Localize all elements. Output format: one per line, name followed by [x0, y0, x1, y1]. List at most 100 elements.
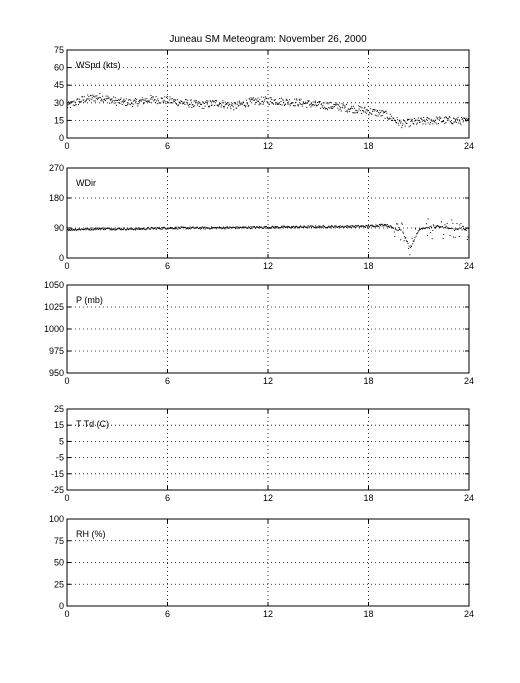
data-point — [321, 226, 323, 228]
y-tick-label: 75 — [54, 45, 64, 55]
data-point — [312, 225, 314, 227]
data-point — [413, 123, 415, 125]
data-point — [258, 104, 260, 106]
data-point — [310, 225, 312, 227]
data-point — [169, 227, 171, 229]
data-point — [224, 228, 226, 230]
data-point — [467, 228, 469, 230]
data-point — [282, 225, 284, 227]
data-point — [216, 100, 218, 102]
data-point — [356, 225, 358, 227]
data-point — [467, 117, 469, 119]
data-point — [184, 226, 186, 228]
data-point — [131, 228, 133, 230]
data-point — [105, 100, 107, 102]
data-point — [156, 100, 158, 102]
data-point — [318, 101, 320, 103]
data-point — [374, 114, 376, 116]
data-point — [431, 238, 433, 240]
data-point — [177, 105, 179, 107]
data-point — [78, 104, 80, 106]
data-point — [390, 118, 392, 120]
data-point — [153, 227, 155, 229]
data-point — [106, 98, 108, 100]
data-point — [125, 229, 127, 231]
data-point — [190, 99, 192, 101]
data-point — [423, 227, 425, 229]
data-point — [137, 105, 139, 107]
data-point — [249, 99, 251, 101]
data-point — [459, 224, 461, 226]
data-point — [450, 120, 452, 122]
data-point — [459, 120, 461, 122]
data-point — [423, 116, 425, 118]
data-point — [68, 230, 70, 232]
data-point — [137, 227, 139, 229]
data-point — [377, 225, 379, 227]
data-point — [169, 96, 171, 98]
data-point — [66, 104, 68, 106]
data-point — [280, 100, 282, 102]
data-point — [103, 99, 105, 101]
data-point — [249, 228, 251, 230]
data-point — [206, 100, 208, 102]
data-point — [358, 105, 360, 107]
data-point — [367, 110, 369, 112]
data-point — [170, 102, 172, 104]
data-point — [225, 228, 227, 230]
data-point — [402, 119, 404, 121]
data-point — [461, 116, 463, 118]
data-point — [186, 227, 188, 229]
data-point — [246, 227, 248, 229]
data-point — [428, 227, 430, 229]
data-point — [311, 105, 313, 107]
data-point — [247, 227, 249, 229]
data-point — [185, 99, 187, 101]
data-point — [421, 228, 423, 230]
data-point — [234, 103, 236, 105]
data-point — [76, 98, 78, 100]
data-point — [175, 102, 177, 104]
data-point — [94, 96, 96, 98]
panel-label: RH (%) — [76, 529, 106, 539]
data-point — [357, 225, 359, 227]
data-point — [392, 117, 394, 119]
data-point — [326, 227, 328, 229]
data-point — [316, 226, 318, 228]
x-tick-label: 0 — [64, 493, 69, 503]
data-point — [72, 104, 74, 106]
data-point — [343, 104, 345, 106]
data-point — [271, 225, 273, 227]
data-point — [286, 100, 288, 102]
data-point — [282, 99, 284, 101]
data-point — [133, 99, 135, 101]
data-point — [386, 112, 388, 114]
data-point — [260, 103, 262, 105]
data-point — [103, 229, 105, 231]
data-point — [392, 119, 394, 121]
data-point — [433, 121, 435, 123]
data-point — [74, 101, 76, 103]
data-point — [432, 119, 434, 121]
data-point — [342, 225, 344, 227]
data-point — [309, 225, 311, 227]
data-point — [183, 226, 185, 228]
data-point — [301, 226, 303, 228]
data-point — [407, 118, 409, 120]
data-point — [398, 124, 400, 126]
data-point — [454, 121, 456, 123]
panel-2: 0 6 12 18 24 950 975 1000 1025 1050 P (mb) — [44, 280, 474, 386]
data-point — [157, 98, 159, 100]
data-point — [459, 227, 461, 229]
data-point — [175, 99, 177, 101]
data-point — [302, 226, 304, 228]
data-point — [263, 100, 265, 102]
data-point — [227, 102, 229, 104]
data-point — [340, 226, 342, 228]
data-point — [221, 102, 223, 104]
data-point — [332, 227, 334, 229]
data-point — [396, 223, 398, 225]
data-point — [187, 228, 189, 230]
data-point — [124, 100, 126, 102]
